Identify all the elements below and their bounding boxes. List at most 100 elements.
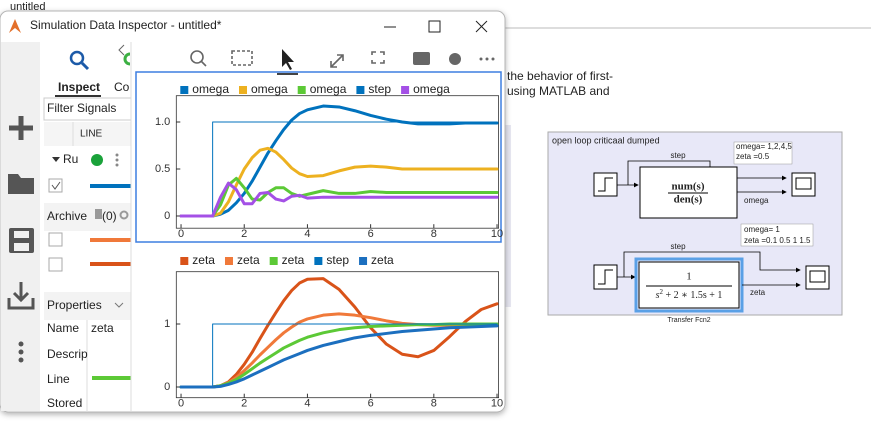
- cursor-button[interactable]: [282, 49, 294, 70]
- denominator-rest: + 2 ∗ 1.5s + 1: [663, 290, 722, 301]
- dot: [491, 57, 495, 61]
- zoom-button[interactable]: [190, 50, 204, 64]
- x-tick-label: 6: [368, 398, 374, 410]
- expand-button[interactable]: [330, 54, 344, 68]
- close[interactable]: [475, 20, 488, 33]
- legend-swatch: [314, 257, 323, 265]
- numerator: num(s): [671, 181, 704, 193]
- column-label: LINE: [80, 129, 103, 140]
- series-line: [179, 277, 499, 389]
- open-button[interactable]: [8, 174, 34, 194]
- tab-inspect[interactable]: Inspect: [58, 80, 100, 94]
- x-tick-label: 0: [178, 398, 184, 410]
- app-icon: [9, 19, 21, 33]
- doc-text: the behavior of first-: [507, 69, 613, 83]
- x-tick-label: 6: [368, 228, 374, 240]
- legend-swatch: [359, 257, 368, 265]
- denominator-exponent: 2: [659, 288, 663, 296]
- x-tick-label: 2: [241, 228, 247, 240]
- snapshot-button[interactable]: [413, 52, 430, 65]
- legend-swatch: [269, 257, 278, 265]
- legend-label: zeta: [282, 253, 305, 267]
- fullscreen-button[interactable]: [371, 51, 385, 64]
- more-button[interactable]: [479, 57, 483, 61]
- legend-label: omega: [310, 82, 347, 96]
- maximize[interactable]: [428, 20, 441, 33]
- archive-settings[interactable]: [119, 210, 129, 220]
- run-menu[interactable]: [115, 153, 119, 167]
- property-name: Stored: [47, 396, 82, 410]
- scope-icon: [809, 270, 826, 283]
- series-line: [179, 324, 499, 389]
- compare-icon: [123, 52, 131, 66]
- area-label: open loop criticaal dumped: [552, 135, 660, 145]
- note: omega= 1: [744, 225, 780, 234]
- legend-label: zeta: [237, 253, 260, 267]
- y-tick-label: 1.0: [155, 116, 170, 128]
- annotation: [733, 141, 793, 165]
- plot-frame: [175, 95, 499, 229]
- transfer-block: [638, 261, 740, 309]
- column-header: [44, 122, 131, 146]
- properties-header: [44, 292, 131, 320]
- save-icon: [14, 231, 29, 238]
- selected-subplot: [135, 71, 502, 243]
- archive-header: [44, 203, 131, 231]
- dot: [115, 153, 119, 157]
- denominator: den(s): [674, 194, 703, 206]
- checkbox[interactable]: [48, 178, 63, 193]
- save-button[interactable]: [9, 228, 34, 253]
- denominator-base: s: [656, 290, 660, 301]
- series-line: [179, 146, 499, 218]
- settings-button[interactable]: [449, 53, 461, 65]
- more-button[interactable]: [18, 341, 24, 363]
- x-tick-label: 10: [491, 228, 503, 240]
- series-line: [179, 322, 499, 389]
- y-tick-label: 0: [164, 381, 170, 393]
- archive-label: Archive: [47, 209, 87, 223]
- expand-run[interactable]: [52, 157, 60, 162]
- y-tick-label: 1: [164, 318, 170, 330]
- x-tick-label: 10: [491, 398, 503, 410]
- new-button[interactable]: [9, 116, 33, 140]
- x-tick-label: 4: [304, 398, 310, 410]
- plot-frame: [175, 271, 499, 399]
- inspect-icon: [69, 50, 85, 66]
- collapse[interactable]: [118, 44, 125, 56]
- series-line: [179, 104, 499, 218]
- block-name: Transfer Fcn2: [667, 317, 710, 324]
- property-name: Descrip: [47, 347, 88, 361]
- x-tick-label: 8: [431, 398, 437, 410]
- tab-compare[interactable]: Co: [114, 80, 130, 94]
- property-value: zeta: [91, 321, 114, 335]
- export-button[interactable]: [7, 282, 35, 310]
- legend-label: step: [368, 82, 391, 96]
- sidebar: [1, 42, 40, 411]
- scope-icon: [795, 177, 812, 190]
- doc-text: using MATLAB and: [507, 84, 610, 98]
- checkbox[interactable]: [48, 232, 63, 247]
- archive-delete[interactable]: [95, 209, 102, 219]
- note: zeta =0.1 0.5 1 1.5: [744, 236, 811, 245]
- y-tick-label: 0: [164, 210, 170, 222]
- legend-swatch: [239, 86, 248, 94]
- checkmark: [51, 181, 61, 190]
- note: omega= 1,2,4,5: [736, 142, 792, 151]
- signal-label: zeta: [750, 288, 766, 297]
- y-tick-label: 0.5: [155, 163, 170, 175]
- archive-count: (0): [102, 209, 117, 223]
- step-icon: [598, 269, 613, 285]
- x-tick-label: 4: [304, 228, 310, 240]
- checkbox[interactable]: [48, 257, 63, 272]
- properties-toggle[interactable]: [114, 302, 124, 308]
- background-window: untitled the behavior of first- using MA…: [10, 1, 871, 324]
- legend-swatch: [356, 86, 365, 94]
- legend-swatch: [180, 257, 189, 265]
- dot: [115, 158, 119, 162]
- note: zeta =0.5: [736, 152, 770, 161]
- x-tick-label: 2: [241, 398, 247, 410]
- series-line: [179, 181, 499, 218]
- fit-button[interactable]: [231, 50, 253, 66]
- x-tick-label: 0: [178, 228, 184, 240]
